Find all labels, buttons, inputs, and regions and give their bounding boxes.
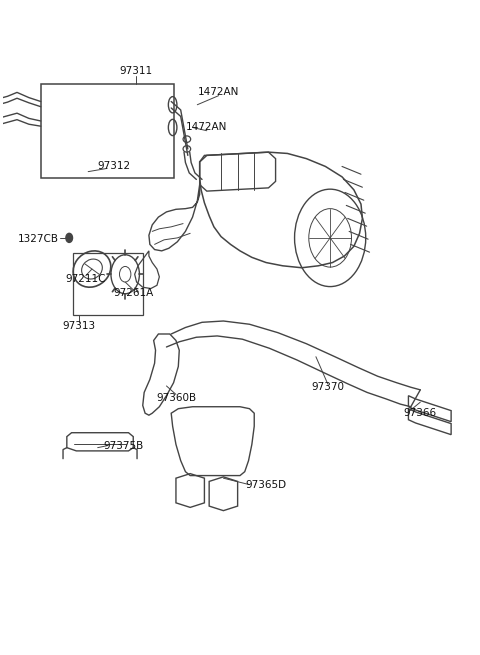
Text: 1472AN: 1472AN (198, 87, 240, 98)
Text: 97312: 97312 (98, 161, 131, 172)
Bar (73, 253, 143, 314)
Text: 97366: 97366 (404, 408, 437, 419)
Text: 97211C: 97211C (66, 274, 106, 284)
Text: 1472AN: 1472AN (186, 122, 228, 132)
Bar (41, 84, 174, 178)
Text: 97360B: 97360B (156, 392, 196, 403)
Text: 97311: 97311 (119, 66, 152, 76)
Text: 97370: 97370 (311, 383, 344, 392)
Text: 97365D: 97365D (246, 479, 287, 490)
Text: 97375B: 97375B (104, 441, 144, 451)
Text: 97313: 97313 (62, 320, 95, 331)
Text: 97261A: 97261A (113, 288, 154, 298)
Text: 1327CB: 1327CB (18, 234, 59, 244)
Circle shape (66, 233, 72, 242)
